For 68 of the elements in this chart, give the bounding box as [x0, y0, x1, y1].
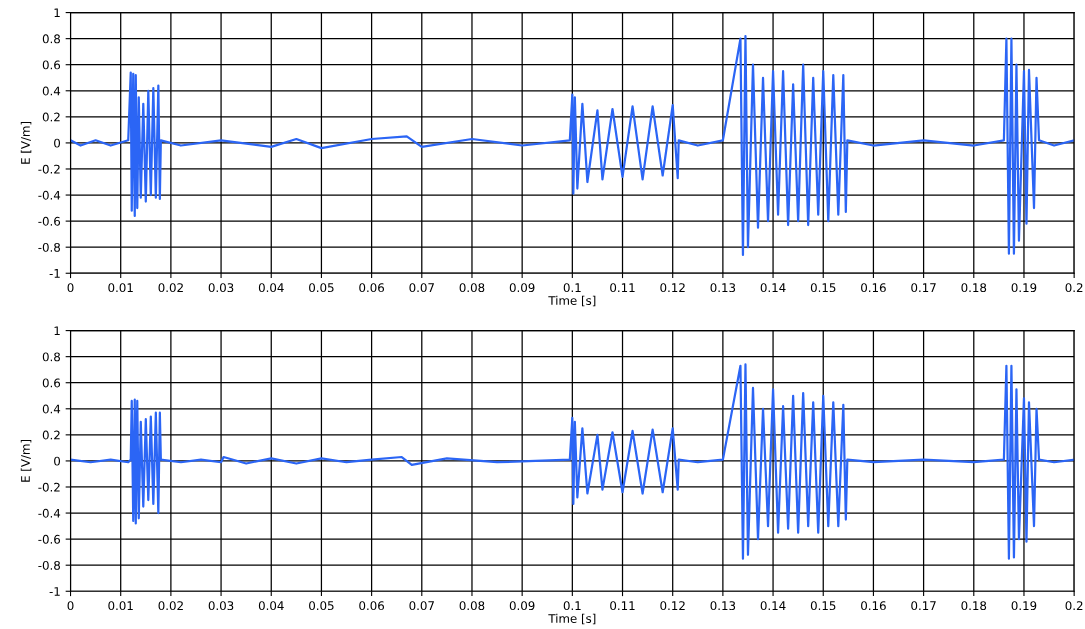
x-tick-label: 0.1: [563, 283, 581, 293]
x-tick-label: 0.04: [258, 601, 284, 611]
x-tick-label: 0.09: [509, 283, 535, 293]
x-tick-label: 0.17: [911, 601, 936, 611]
x-tick-label: 0.13: [710, 601, 736, 611]
x-tick-label: 0.01: [108, 601, 133, 611]
y-tick-label: 0.6: [42, 378, 61, 388]
x-tick-label: 0.06: [359, 283, 385, 293]
x-tick-label: 0.07: [409, 283, 434, 293]
y-tick-label: 0: [54, 138, 61, 148]
y-tick-label: -0.8: [38, 242, 60, 252]
y-tick-label: 0: [54, 456, 61, 466]
y-tick-label: 0.4: [42, 404, 61, 414]
x-tick-label: 0.12: [660, 283, 685, 293]
x-tick-label: 0.14: [760, 283, 786, 293]
y-tick-label: -0.6: [38, 534, 61, 544]
x-tick-label: 0.19: [1011, 283, 1037, 293]
x-tick-label: 0.15: [810, 601, 836, 611]
x-tick-label: 0.07: [409, 601, 434, 611]
y-tick-label: 0.4: [42, 86, 61, 96]
x-tick-label: 0.01: [108, 283, 133, 293]
x-tick-label: 0.06: [359, 601, 385, 611]
y-tick-label: 1: [54, 8, 60, 18]
y-tick-label: -0.2: [38, 164, 60, 174]
x-tick-label: 0.17: [911, 283, 936, 293]
x-tick-label: 0.03: [208, 283, 234, 293]
x-tick-label: 0.13: [710, 283, 736, 293]
x-axis-title: Time [s]: [548, 295, 596, 307]
y-tick-label: 0.2: [42, 112, 60, 122]
y-tick-label: 0.2: [42, 430, 60, 440]
x-axis-title: Time [s]: [548, 613, 596, 625]
x-tick-label: 0.02: [158, 283, 183, 293]
x-tick-label: 0: [67, 283, 74, 293]
x-tick-label: 0.1: [563, 601, 581, 611]
y-tick-label: -0.4: [38, 190, 61, 200]
x-tick-label: 0.04: [258, 283, 284, 293]
y-tick-label: -0.2: [38, 482, 60, 492]
y-tick-label: -0.6: [38, 216, 61, 226]
x-tick-label: 0: [67, 601, 74, 611]
x-tick-label: 0.19: [1011, 601, 1037, 611]
y-axis-title: E [V/m]: [20, 121, 32, 164]
x-tick-label: 0.03: [208, 601, 234, 611]
y-tick-label: 0.6: [42, 60, 61, 70]
x-tick-label: 0.2: [1065, 601, 1083, 611]
x-tick-label: 0.16: [861, 601, 886, 611]
x-tick-label: 0.08: [459, 283, 485, 293]
y-axis-title: E [V/m]: [20, 439, 32, 482]
x-tick-label: 0.18: [961, 283, 987, 293]
y-tick-label: 0.8: [42, 352, 60, 362]
y-tick-label: -0.4: [38, 508, 61, 518]
y-tick-label: -1: [49, 269, 60, 278]
x-tick-label: 0.02: [158, 601, 183, 611]
x-tick-label: 0.05: [309, 601, 334, 611]
x-tick-label: 0.11: [610, 601, 635, 611]
x-tick-label: 0.09: [509, 601, 535, 611]
x-tick-label: 0.16: [861, 283, 886, 293]
x-tick-label: 0.12: [660, 601, 685, 611]
x-tick-label: 0.05: [309, 283, 334, 293]
x-tick-label: 0.14: [760, 601, 786, 611]
y-tick-label: 1: [54, 326, 60, 336]
x-tick-label: 0.08: [459, 601, 485, 611]
y-tick-label: 0.8: [42, 34, 60, 44]
x-tick-label: 0.2: [1065, 283, 1083, 293]
x-tick-label: 0.15: [810, 283, 836, 293]
y-tick-label: -1: [49, 587, 60, 596]
x-tick-label: 0.11: [610, 283, 635, 293]
y-tick-label: -0.8: [38, 560, 60, 570]
x-tick-label: 0.18: [961, 601, 987, 611]
